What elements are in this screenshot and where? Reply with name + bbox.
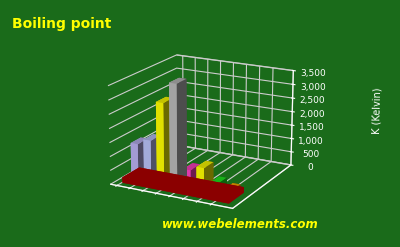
Text: www.webelements.com: www.webelements.com (162, 218, 318, 231)
Text: Boiling point: Boiling point (12, 17, 111, 31)
